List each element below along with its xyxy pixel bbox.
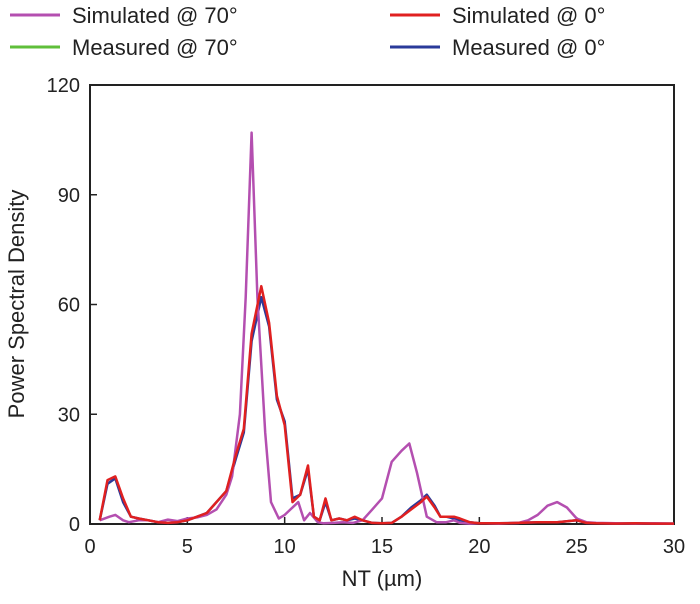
x-axis-ticks: 0 5 10 15 20 25 30 <box>84 517 685 558</box>
series-line-1 <box>98 284 674 525</box>
legend-label: Simulated @ 0° <box>452 3 605 28</box>
y-tick-label: 90 <box>58 185 80 207</box>
plot-frame <box>89 84 675 525</box>
y-tick-label: 0 <box>69 514 80 536</box>
legend: Simulated @ 70° Simulated @ 0° Measured @ … <box>10 3 605 60</box>
y-axis-ticks: 0 30 60 90 120 <box>47 75 97 536</box>
x-tick-label: 25 <box>566 536 588 558</box>
x-tick-label: 15 <box>371 536 393 558</box>
series-group <box>98 131 675 525</box>
x-tick-label: 10 <box>274 536 296 558</box>
y-axis-title: Power Spectral Density <box>4 190 29 419</box>
legend-label: Simulated @ 70° <box>72 3 238 28</box>
x-tick-label: 5 <box>182 536 193 558</box>
y-tick-label: 30 <box>58 404 80 426</box>
x-axis-title: NT (µm) <box>342 566 423 591</box>
y-tick-label: 120 <box>47 75 80 97</box>
x-tick-label: 30 <box>663 536 685 558</box>
series-line-0 <box>99 131 675 525</box>
legend-label: Measured @ 0° <box>452 35 605 60</box>
y-tick-label: 60 <box>58 295 80 317</box>
x-tick-label: 20 <box>468 536 490 558</box>
series-line-3 <box>98 295 674 525</box>
legend-label: Measured @ 70° <box>72 35 238 60</box>
x-tick-label: 0 <box>84 536 95 558</box>
